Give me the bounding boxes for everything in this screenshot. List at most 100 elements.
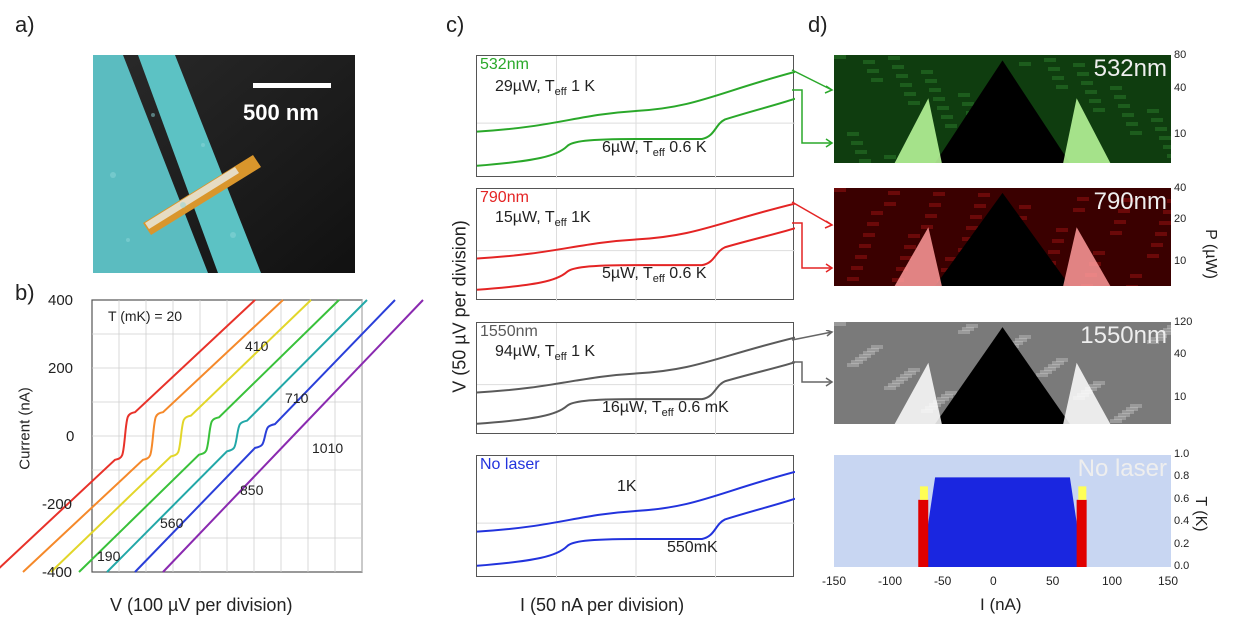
hot-band-left: [894, 362, 942, 424]
hot-band-right: [1076, 499, 1087, 567]
temp-label-1010: 1010: [312, 440, 344, 456]
heatmap-ytick: 1.0: [1174, 448, 1190, 460]
hot-band-right: [1063, 98, 1111, 163]
temp-header: T (mK) = 20: [108, 308, 183, 324]
iv-curve-710: [106, 299, 368, 573]
temp-label-560: 560: [160, 515, 184, 531]
temp-label-850: 850: [240, 482, 264, 498]
iv-box-1: 790nm 15µW, Teff 1K 5µW, Teff 0.6 K: [476, 188, 795, 301]
ytick-neg200: -200: [42, 496, 73, 513]
sem-image: 500 nm: [93, 55, 355, 273]
iv-curve-1010: [162, 299, 424, 573]
heatmap-2: 1550nm: [834, 322, 1171, 424]
scale-bar: [253, 83, 331, 88]
panel-b: T (mK) = 20 410 710 190 560 850 1010 400…: [0, 290, 430, 625]
panel-label-b: b): [15, 280, 35, 305]
heatmap-xtick: 50: [1046, 574, 1060, 588]
panel-label-a: a): [15, 12, 35, 37]
iv-curve-560: [78, 299, 340, 573]
heatmap-ytick: 40: [1174, 347, 1187, 360]
iv-curve-410: [50, 299, 312, 573]
iv-curve-20: [0, 299, 256, 569]
heatmap-3: No laser: [834, 455, 1171, 567]
lower-curve-label: 6µW, Teff 0.6 K: [602, 138, 707, 160]
iv-upper-1: [477, 202, 795, 260]
scale-bar-label: 500 nm: [243, 100, 319, 125]
upper-curve-label: 29µW, Teff 1 K: [495, 77, 596, 99]
heatmap-ytick: 0.0: [1174, 560, 1190, 572]
iv-upper-3: [477, 470, 795, 533]
heatmap-ytick: 40: [1174, 82, 1187, 94]
heatmap-ytick: 10: [1174, 391, 1187, 404]
heatmap-xtick: -100: [878, 574, 903, 588]
heatmap-label: 1550nm: [1080, 322, 1167, 349]
iv-upper-0: [477, 70, 795, 133]
hot-band-right: [1063, 362, 1111, 424]
heatmap-xtick: 150: [1158, 574, 1179, 588]
heatmap-xtick: 100: [1102, 574, 1123, 588]
iv-box-2: 1550nm 94µW, Teff 1 K 16µW, Teff 0.6 mK: [476, 322, 795, 435]
heatmap-label: 532nm: [1093, 55, 1167, 82]
hot-band-right: [1063, 227, 1111, 286]
sem-lead-right: [138, 55, 261, 273]
panel-d-xlabel: I (nA): [980, 595, 1022, 614]
iv-lower-2: [477, 361, 795, 425]
hot-band-left: [894, 227, 942, 286]
heatmap-ytick: 120: [1174, 316, 1193, 328]
ytick-400: 400: [48, 292, 74, 309]
temp-axis-label: T (K): [1192, 496, 1209, 532]
sem-lead-left: [93, 55, 208, 273]
ytick-0: 0: [66, 428, 75, 445]
panel-b-ylabel: Current (nA): [16, 387, 34, 470]
upper-curve-label: 15µW, Teff 1K: [495, 209, 591, 230]
heatmap-ytick: 0.6: [1174, 492, 1190, 505]
panel-label-d: d): [808, 12, 828, 37]
lower-curve-label: 5µW, Teff 0.6 K: [602, 265, 707, 286]
heatmap-ytick: 10: [1174, 254, 1187, 267]
heatmap-ytick: 0.4: [1174, 515, 1190, 528]
heatmap-ytick: 10: [1174, 128, 1187, 141]
heatmap-xtick: -50: [934, 574, 952, 588]
ytick-200: 200: [48, 360, 74, 377]
upper-curve-label: 1K: [617, 477, 637, 495]
panel-b-xlabel: V (100 µV per division): [110, 595, 293, 615]
hot-band-left: [894, 98, 942, 163]
temp-label-190: 190: [97, 548, 121, 564]
heatmap-xtick: 0: [990, 574, 997, 588]
arrows-1550: [791, 330, 834, 387]
temp-label-710: 710: [285, 390, 309, 406]
hot-band-left: [918, 499, 929, 567]
heatmap-label: 790nm: [1093, 188, 1167, 215]
iv-curve-190: [22, 299, 284, 573]
wavelength-label: 1550nm: [480, 323, 538, 340]
iv-box-0: 532nm 29µW, Teff 1 K 6µW, Teff 0.6 K: [476, 55, 795, 178]
heatmap-0: 532nm: [834, 55, 1171, 163]
heatmap-1: 790nm: [834, 188, 1171, 286]
arrows-532-790: [791, 69, 834, 273]
heatmap-ytick: 40: [1174, 182, 1187, 194]
wavelength-label: 790nm: [480, 189, 529, 206]
sem-drawing: [93, 55, 355, 273]
iv-lower-1: [477, 227, 795, 291]
iv-upper-2: [477, 336, 795, 394]
power-axis-label: P (µW): [1202, 229, 1219, 279]
wavelength-label: No laser: [480, 456, 540, 473]
heatmap-xtick: -150: [822, 574, 847, 588]
panel-b-chart: [0, 299, 424, 573]
ytick-neg400: -400: [42, 564, 73, 581]
heatmap-ytick: 20: [1174, 212, 1187, 225]
heatmap-label: No laser: [1077, 455, 1167, 482]
lower-curve-label: 16µW, Teff 0.6 mK: [602, 399, 729, 420]
panel-c-ylabel: V (50 µV per division): [449, 220, 470, 393]
wavelength-label: 532nm: [480, 56, 529, 73]
upper-curve-label: 94µW, Teff 1 K: [495, 343, 596, 364]
panel-label-c: c): [446, 12, 465, 37]
heatmap-ytick: 80: [1174, 49, 1187, 61]
iv-box-3: No laser 1K 550mK: [476, 455, 795, 578]
heatmap-ytick: 0.2: [1174, 537, 1190, 550]
panel-c-xlabel: I (50 nA per division): [520, 595, 685, 615]
lower-curve-label: 550mK: [667, 538, 718, 556]
iv-lower-0: [477, 97, 795, 167]
heatmap-ytick: 0.8: [1174, 470, 1190, 483]
temp-label-410: 410: [245, 338, 269, 354]
